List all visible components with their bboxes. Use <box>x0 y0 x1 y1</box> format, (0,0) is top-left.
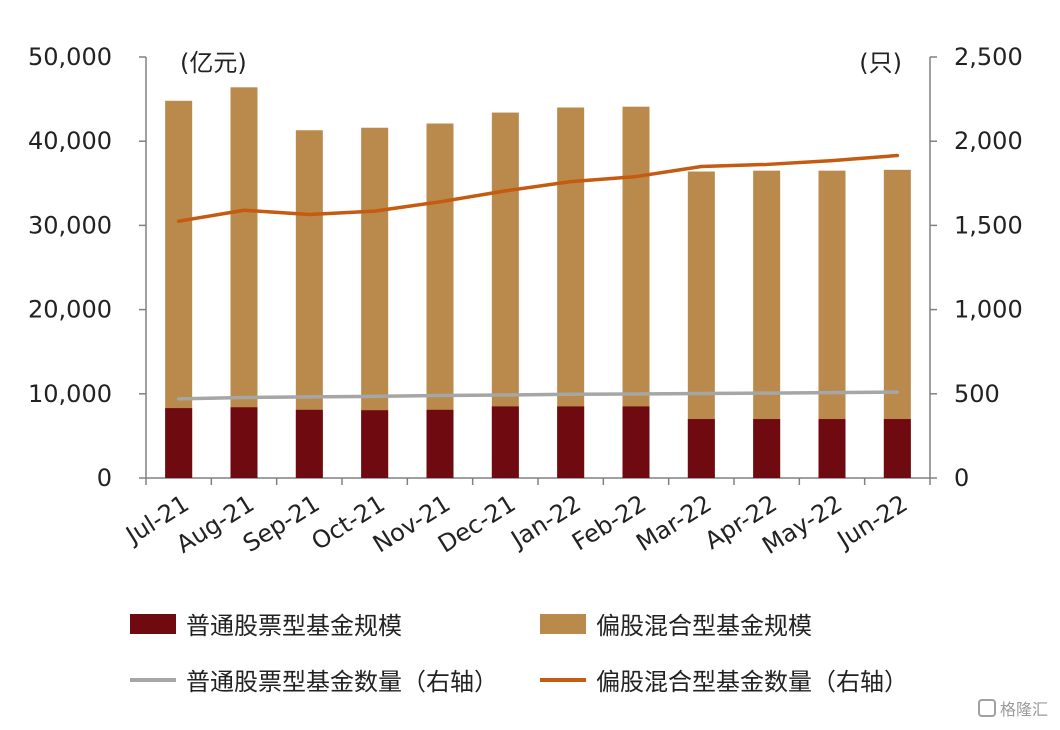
line-stock-fund-count <box>176 390 900 401</box>
left-tick-label: 40,000 <box>28 127 112 155</box>
bar-stock-fund-size <box>883 419 911 478</box>
left-tick-label: 20,000 <box>28 296 112 324</box>
lines <box>176 153 900 401</box>
bar-stock-fund-size <box>361 410 389 478</box>
left-tick-label: 30,000 <box>28 211 112 239</box>
watermark-logo-icon <box>977 699 996 717</box>
bar-stock-fund-size <box>622 406 650 478</box>
watermark-text: 格隆汇 <box>999 700 1048 719</box>
bar-stock-fund-size <box>753 419 781 478</box>
bar-stock-fund-size <box>295 409 323 478</box>
left-tick-label: 0 <box>97 464 112 492</box>
line-mixed-fund-count <box>176 153 900 223</box>
right-tick-label: 500 <box>954 380 1000 408</box>
bar-stock-fund-size <box>557 406 585 478</box>
right-unit-label: (只) <box>859 49 902 77</box>
x-tick-label: Sep-21 <box>238 489 324 557</box>
left-tick-label: 50,000 <box>28 43 112 71</box>
left-tick-label: 10,000 <box>28 380 112 408</box>
right-tick-label: 0 <box>954 464 969 492</box>
bar-stock-fund-size <box>491 406 519 478</box>
x-tick-label: Mar-22 <box>631 489 716 557</box>
bar-stock-fund-size <box>818 419 846 478</box>
right-tick-label: 2,000 <box>954 127 1023 155</box>
bars <box>165 87 911 479</box>
right-tick-label: 1,000 <box>954 296 1023 324</box>
left-unit-label: (亿元) <box>180 49 247 77</box>
bar-stock-fund-size <box>687 419 715 478</box>
right-tick-label: 1,500 <box>954 211 1023 239</box>
bar-stock-fund-size <box>426 409 454 478</box>
bar-stock-fund-size <box>165 408 193 478</box>
x-tick-label: Jun-22 <box>831 489 913 554</box>
watermark: 格隆汇 <box>977 696 1048 720</box>
right-tick-label: 2,500 <box>954 43 1023 71</box>
bar-stock-fund-size <box>230 407 258 478</box>
